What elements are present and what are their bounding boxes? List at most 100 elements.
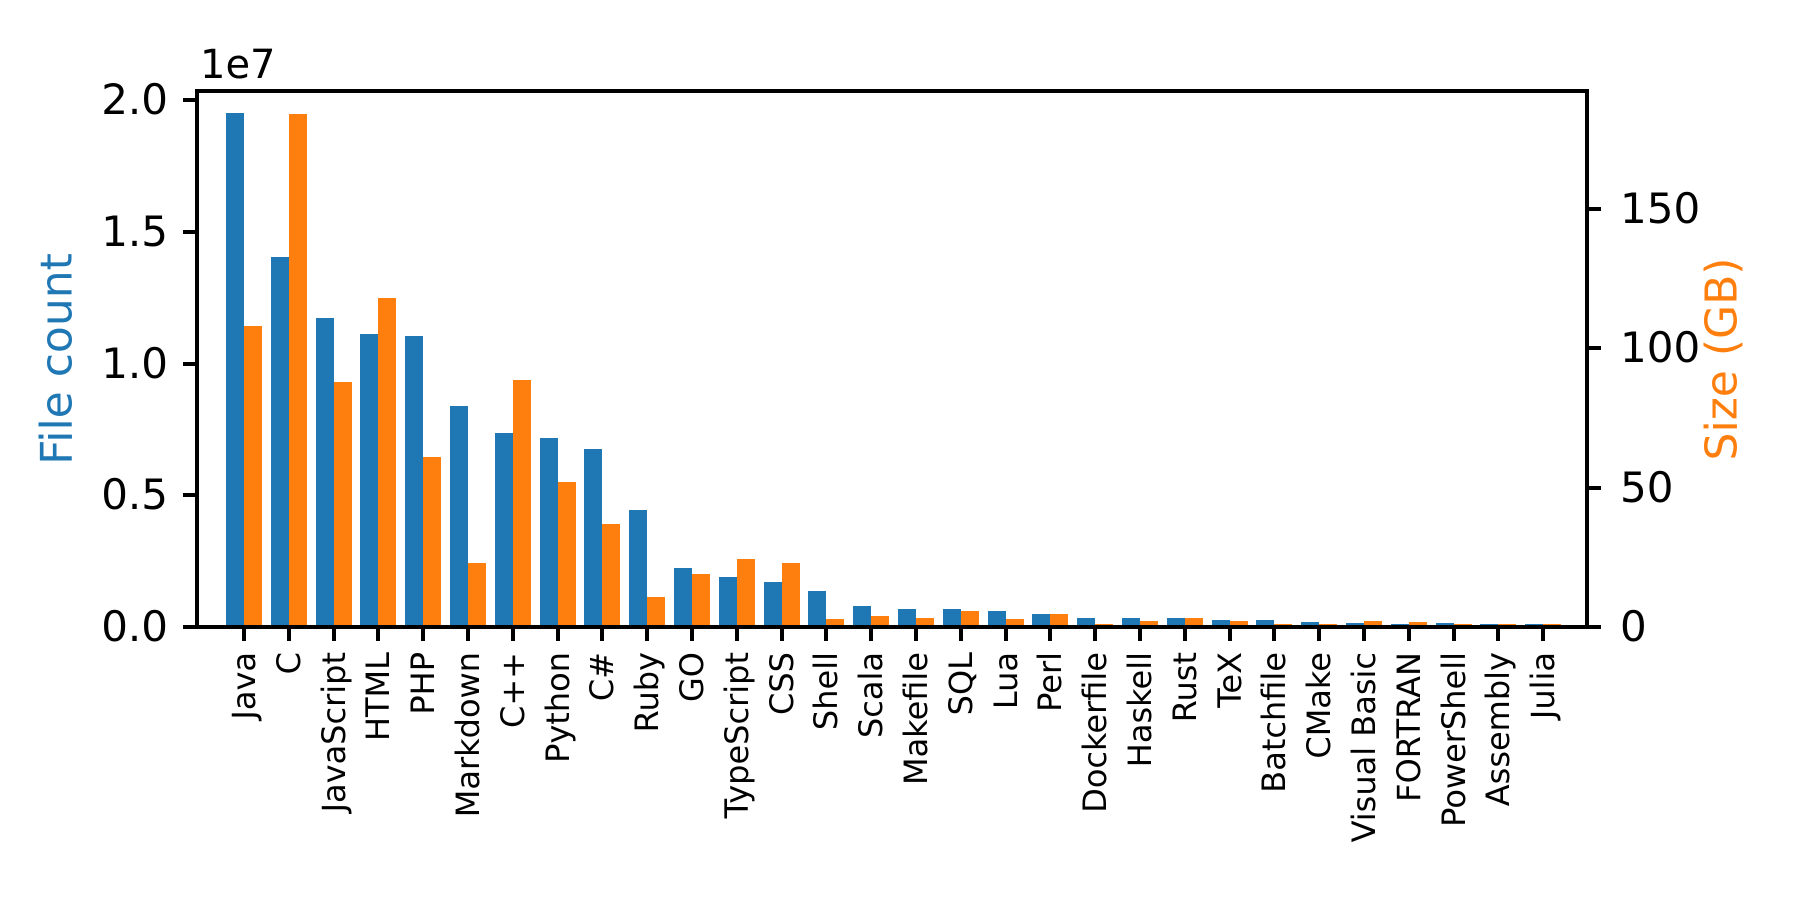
x-tick-label-5-markdown: Markdown	[449, 652, 487, 818]
size-bar-11-typescript	[736, 559, 755, 625]
file-count-bar-20-haskell	[1122, 618, 1140, 625]
plot-area	[195, 89, 1589, 629]
size-bar-16-sql	[960, 611, 979, 625]
x-tick-label-19-dockerfile: Dockerfile	[1076, 652, 1115, 813]
x-tick-label-18-perl: Perl	[1031, 652, 1070, 712]
size-bar-7-python	[557, 482, 576, 625]
file-count-bar-1-c	[270, 257, 289, 625]
x-tick-mark-17	[1003, 629, 1008, 641]
left-y-tick-label-2-0: 2.0	[101, 75, 168, 125]
size-bar-5-markdown	[468, 563, 486, 625]
x-tick-label-1-c: C	[269, 652, 308, 675]
x-tick-label-12-css: CSS	[762, 652, 801, 715]
x-tick-mark-1	[286, 629, 291, 641]
x-tick-mark-2	[331, 629, 336, 641]
file-count-bar-2-javascript	[315, 318, 334, 625]
size-bar-25-visual-basic	[1364, 621, 1382, 625]
x-tick-mark-14	[869, 629, 874, 641]
left-y-tick-mark	[183, 493, 195, 498]
file-count-bar-13-shell	[808, 591, 827, 625]
file-count-bar-28-assembly	[1480, 624, 1499, 625]
size-bar-3-html	[378, 298, 397, 625]
x-tick-label-0-java: Java	[225, 652, 263, 720]
x-tick-mark-15	[914, 629, 918, 641]
x-tick-label-15-makefile: Makefile	[897, 652, 935, 786]
file-count-bar-4-php	[405, 336, 424, 625]
size-bar-6-c	[512, 380, 531, 625]
x-tick-mark-16	[958, 629, 963, 641]
x-tick-mark-19	[1093, 629, 1098, 641]
file-count-bar-11-typescript	[718, 577, 737, 625]
file-count-bar-12-css	[763, 582, 782, 625]
right-y-tick-label-150: 150	[1620, 183, 1701, 233]
x-tick-label-2-javascript: JavaScript	[314, 652, 353, 813]
y-axis-scale-offset: 1e7	[200, 42, 276, 88]
size-bar-26-fortran	[1408, 622, 1427, 625]
x-tick-mark-6	[510, 629, 515, 641]
x-tick-mark-27	[1451, 629, 1456, 641]
left-y-tick-mark	[183, 361, 195, 366]
file-count-bar-8-c	[584, 449, 603, 625]
x-tick-mark-24	[1317, 629, 1322, 641]
size-bar-22-tex	[1229, 621, 1248, 625]
x-tick-mark-28	[1496, 629, 1501, 641]
file-count-bar-18-perl	[1032, 614, 1051, 625]
x-tick-mark-3	[376, 629, 381, 641]
x-tick-mark-4	[421, 629, 426, 641]
size-bar-27-powershell	[1453, 624, 1472, 625]
left-y-tick-label-0-5: 0.5	[101, 470, 168, 520]
size-bar-19-dockerfile	[1095, 624, 1114, 625]
size-bar-1-c	[288, 114, 307, 625]
x-tick-label-4-php: PHP	[404, 652, 443, 715]
x-tick-mark-26	[1406, 629, 1411, 641]
x-tick-mark-7	[555, 629, 560, 641]
x-tick-mark-8	[600, 629, 605, 641]
file-count-bar-5-markdown	[450, 406, 468, 625]
size-bar-17-lua	[1005, 619, 1024, 625]
left-y-tick-mark	[183, 625, 195, 629]
right-y-tick-label-0: 0	[1620, 602, 1647, 651]
x-tick-mark-11	[734, 629, 739, 641]
right-y-tick-mark	[1589, 206, 1601, 211]
size-bar-15-makefile	[916, 618, 934, 625]
file-count-bar-9-ruby	[629, 510, 648, 625]
x-tick-mark-9	[645, 629, 650, 641]
x-tick-label-29-julia: Julia	[1524, 652, 1563, 720]
file-count-bar-10-go	[674, 568, 692, 625]
size-bar-8-c	[602, 524, 621, 625]
x-tick-mark-0	[242, 629, 246, 641]
x-tick-label-6-c: C++	[493, 652, 532, 728]
x-tick-mark-22	[1227, 629, 1232, 641]
x-tick-label-16-sql: SQL	[941, 652, 980, 716]
right-y-tick-label-50: 50	[1620, 462, 1674, 512]
file-count-bar-16-sql	[942, 609, 961, 625]
x-tick-label-13-shell: Shell	[807, 652, 846, 731]
file-count-bar-26-fortran	[1390, 624, 1409, 625]
left-y-tick-label-1-5: 1.5	[101, 206, 168, 256]
x-tick-label-26-fortran: FORTRAN	[1389, 652, 1428, 802]
x-tick-label-8-c: C#	[583, 652, 622, 702]
file-count-bar-22-tex	[1211, 620, 1230, 625]
x-tick-label-7-python: Python	[538, 652, 577, 763]
size-bar-2-javascript	[333, 382, 352, 625]
left-y-tick-mark	[183, 229, 195, 234]
x-tick-label-10-go: GO	[673, 652, 711, 702]
left-y-tick-label-0-0: 0.0	[101, 602, 168, 651]
file-count-bar-6-c	[494, 433, 513, 625]
size-bar-14-scala	[871, 616, 890, 625]
right-y-tick-label-100: 100	[1620, 323, 1701, 373]
size-bar-20-haskell	[1140, 621, 1158, 625]
file-count-bar-7-python	[539, 438, 558, 625]
right-y-tick-mark	[1589, 346, 1601, 351]
file-count-bar-3-html	[360, 334, 379, 625]
size-bar-0-java	[244, 326, 262, 625]
right-y-tick-mark	[1589, 485, 1601, 490]
x-tick-mark-10	[690, 629, 694, 641]
file-count-bar-24-cmake	[1301, 622, 1320, 625]
left-y-tick-mark	[183, 98, 195, 103]
file-count-bar-17-lua	[987, 611, 1006, 625]
file-count-bar-29-julia	[1525, 624, 1544, 625]
file-count-bar-25-visual-basic	[1346, 623, 1364, 625]
file-count-bar-15-makefile	[898, 609, 916, 625]
